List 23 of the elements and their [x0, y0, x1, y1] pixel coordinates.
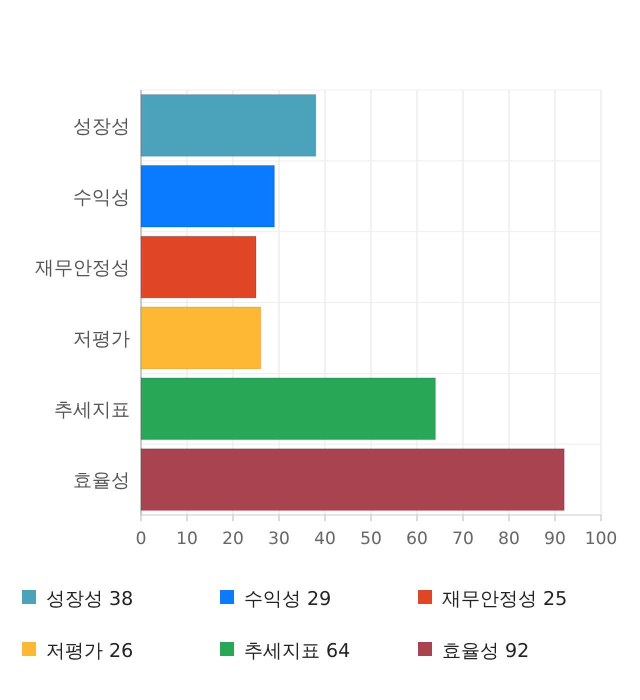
category: 추세지표: [54, 398, 130, 421]
xtick: 70: [452, 529, 474, 549]
xtick: 100: [584, 529, 618, 549]
xtick: 50: [360, 529, 382, 549]
xtick: 90: [544, 529, 566, 549]
legend-label: 효율성 92: [442, 640, 530, 662]
xtick: 40: [314, 529, 336, 549]
category: 효율성: [73, 470, 130, 492]
category: 저평가: [73, 328, 130, 350]
category: 성장성: [73, 115, 130, 138]
legend-label: 성장성 38: [46, 588, 134, 610]
xtick: 0: [136, 529, 146, 549]
legend-label: 추세지표 64: [244, 640, 350, 662]
legend-label: 재무안정성 25: [442, 588, 568, 610]
category: 수익성: [73, 186, 130, 208]
legend-label: 수익성 29: [244, 588, 332, 610]
xtick: 10: [176, 529, 198, 549]
xtick: 60: [406, 529, 428, 549]
xtick: 20: [222, 529, 244, 549]
legend-label: 저평가 26: [46, 640, 134, 662]
xtick: 80: [498, 529, 520, 549]
xtick: 30: [268, 529, 290, 549]
category: 재무안정성: [35, 257, 130, 280]
